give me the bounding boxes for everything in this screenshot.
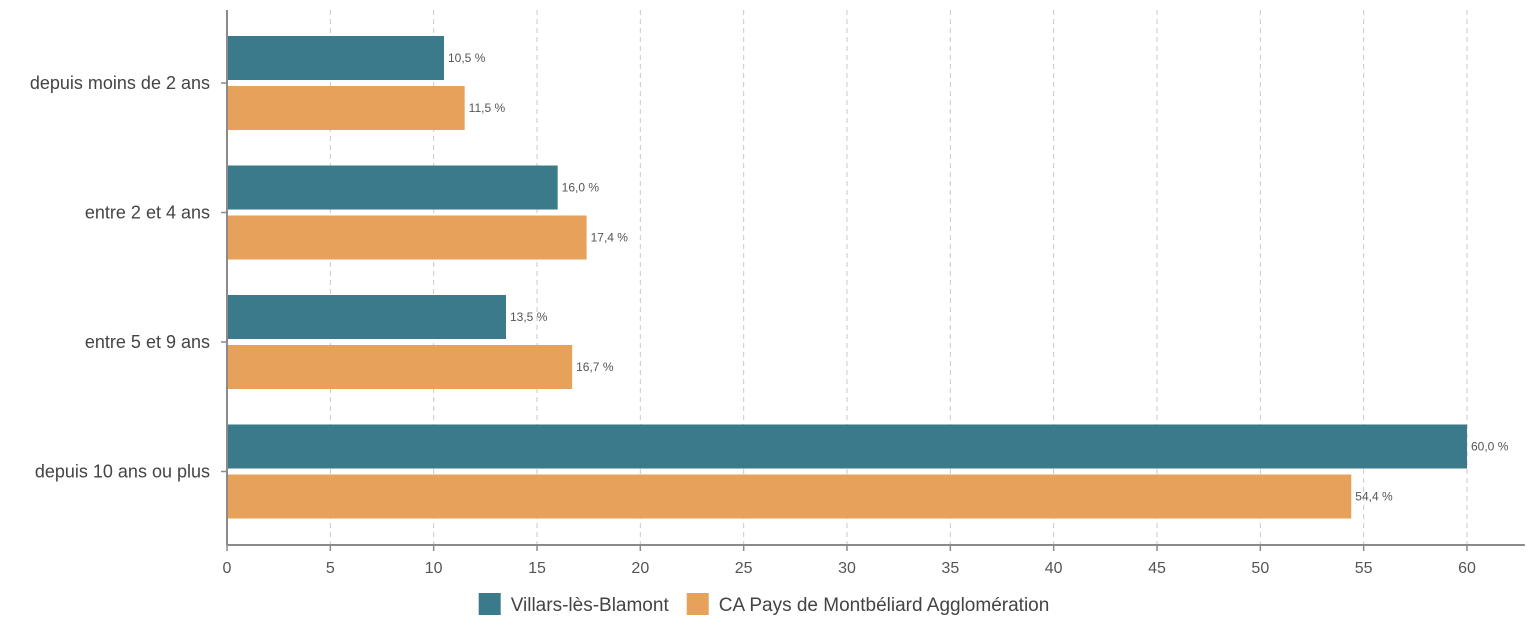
bar-s1-c4 (227, 424, 1467, 469)
x-tick-label-50: 50 (1251, 560, 1269, 577)
legend-label-1: Villars-lès-Blamont (511, 595, 670, 616)
x-tick-label-30: 30 (838, 560, 856, 577)
x-tick-label-0: 0 (223, 560, 232, 577)
data-label-s2-c4: 54,4 % (1355, 490, 1393, 504)
bars (227, 36, 1467, 519)
legend-swatch-1 (478, 593, 501, 615)
data-label-s2-c2: 17,4 % (591, 231, 629, 245)
x-tick-label-20: 20 (631, 560, 649, 577)
data-label-s1-c2: 16,0 % (562, 181, 600, 195)
legend-swatch-2 (686, 593, 709, 615)
bar-s2-c2 (227, 215, 587, 260)
x-tick-label-40: 40 (1045, 560, 1063, 577)
bar-s2-c4 (227, 474, 1352, 519)
data-label-s2-c1: 11,5 % (469, 101, 506, 115)
data-label-s2-c3: 16,7 % (576, 360, 614, 374)
x-tick-label-45: 45 (1148, 560, 1166, 577)
x-tick-label-15: 15 (528, 560, 546, 577)
x-tick-label-10: 10 (425, 560, 443, 577)
category-labels: depuis moins de 2 ans entre 2 et 4 ans ent… (30, 73, 210, 482)
x-tick-label-25: 25 (735, 560, 753, 577)
data-labels: 10,5 % 11,5 % 16,0 % 17,4 % 13,5 % 16,7 % 60,0… (448, 51, 1509, 504)
bar-s2-c1 (227, 86, 465, 130)
category-label-1: depuis moins de 2 ans (30, 73, 210, 93)
category-label-4: depuis 10 ans ou plus (35, 462, 210, 482)
x-tick-label-55: 55 (1355, 560, 1373, 577)
legend-label-2: CA Pays de Montbéliard Agglomération (719, 595, 1050, 616)
bar-s1-c3 (227, 295, 506, 339)
x-tick-label-35: 35 (941, 560, 959, 577)
x-tick-label-5: 5 (326, 560, 335, 577)
legend: Villars-lès-Blamont CA Pays de Montbéliar… (478, 593, 1050, 616)
bar-s1-c1 (227, 36, 444, 80)
x-tick-labels: 0 5 10 15 20 25 30 35 40 45 50 55 60 (223, 560, 1476, 577)
category-label-2: entre 2 et 4 ans (85, 203, 210, 223)
x-tick-label-60: 60 (1458, 560, 1476, 577)
bar-s1-c2 (227, 165, 558, 210)
data-label-s1-c1: 10,5 % (448, 51, 486, 65)
axes (221, 10, 1525, 551)
category-label-3: entre 5 et 9 ans (85, 332, 210, 352)
bar-s2-c3 (227, 345, 573, 389)
data-label-s1-c3: 13,5 % (510, 310, 548, 324)
data-label-s1-c4: 60,0 % (1471, 440, 1509, 454)
